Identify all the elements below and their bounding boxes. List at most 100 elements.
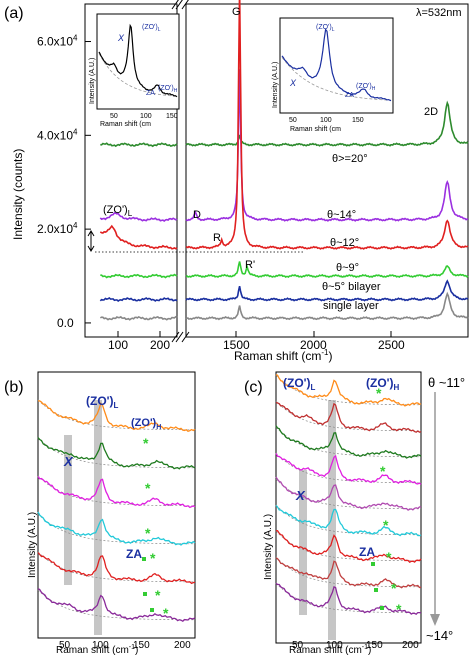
inset-left-xtick-100: 100	[140, 113, 152, 120]
star-marker: *	[376, 385, 382, 401]
inset-left-x: X	[117, 33, 125, 43]
theta-bottom-label: ~14°	[426, 628, 453, 643]
panel-b-band-x	[64, 435, 72, 585]
spectrum-trace	[275, 401, 422, 433]
trace-right-segment	[185, 100, 469, 147]
square-marker	[371, 562, 375, 566]
spectrum-trace	[37, 511, 196, 546]
panel-b-zo-l: (ZO')L	[86, 394, 119, 410]
panel-c-band-zo	[328, 400, 336, 640]
inset-right: Intensity (A.U.) Raman shift (cm 50 100 …	[272, 17, 394, 133]
fit-baseline	[37, 551, 195, 583]
spectrum-trace	[275, 505, 422, 537]
square-marker	[374, 588, 378, 592]
inset-left-xtick-150: 150	[166, 113, 178, 120]
panel-b-band-zo	[94, 400, 102, 635]
spectrum-trace	[37, 552, 196, 585]
fit-baseline	[275, 374, 421, 406]
trace-label-9: θ~9°	[336, 262, 359, 274]
spectrum-trace	[275, 425, 422, 459]
trace-right-segment	[185, 261, 469, 279]
inset-right-ylabel: Intensity (A.U.)	[272, 62, 279, 108]
panel-c-x-ticks: 50 100 150 200	[292, 640, 419, 651]
y-tick-label: 2.0x104	[37, 221, 78, 236]
panel-b-zo-h: (ZO')H	[131, 417, 161, 431]
inset-left-zo-l: (ZO')L	[142, 24, 161, 33]
x-tick-200: 200	[150, 338, 170, 352]
inset-right-xlabel: Raman shift (cm	[290, 126, 341, 133]
panel-c-band-x	[299, 470, 307, 615]
panel-c-label: (c)	[244, 379, 263, 396]
panel-c-xtick-200: 200	[402, 640, 419, 651]
spectrum-trace	[275, 374, 422, 407]
inset-right-xtick-50: 50	[289, 117, 297, 124]
panel-c-xtick-50: 50	[292, 640, 304, 651]
fit-baseline	[37, 475, 195, 507]
panel-b: (b) Intensity (A.U.) Raman shift (cm-1) …	[4, 371, 196, 656]
trace-right-segment	[185, 279, 469, 302]
inset-left-spectrum	[98, 23, 178, 98]
fit-baseline	[37, 437, 195, 469]
panel-a-y-ticks: 0.0 2.0x104 4.0x104 6.0x104	[37, 34, 91, 330]
trace-label-single: single layer	[323, 300, 379, 312]
panel-c-traces	[275, 374, 422, 615]
panel-c-zo-l: (ZO')L	[283, 376, 316, 392]
star-marker: *	[391, 580, 397, 596]
panel-b-traces	[37, 399, 196, 622]
inset-right-xtick-100: 100	[320, 117, 332, 124]
trace-label-5-bilayer: θ~5° bilayer	[322, 281, 381, 293]
panel-c-x: X	[295, 488, 306, 503]
panel-c-markers: * * * * * *	[371, 385, 402, 617]
fit-baseline	[37, 513, 195, 545]
spectrum-trace	[37, 588, 196, 622]
inset-left: Intensity (A.U.) Raman shift (cm 50 100 …	[89, 13, 180, 128]
spectrum-trace	[275, 557, 422, 589]
inset-left-zo-h: (ZO')H	[158, 85, 178, 94]
x-tick-2000: 2000	[300, 338, 327, 352]
spectrum-trace	[37, 476, 196, 509]
trace-left-segment	[99, 297, 178, 303]
star-marker: *	[386, 549, 392, 565]
peak-label-2d: 2D	[424, 106, 438, 118]
fit-baseline	[37, 399, 195, 431]
star-marker: *	[383, 517, 389, 533]
star-marker: *	[150, 550, 156, 566]
panel-a: (a) Intensity (counts) Raman shift (cm-1…	[4, 0, 469, 363]
star-marker: *	[145, 480, 151, 496]
y-tick-label: 6.0x104	[37, 34, 78, 49]
spectrum-trace	[275, 453, 422, 485]
y-tick-label: 0.0	[57, 316, 74, 330]
trace-left-segment	[100, 273, 178, 279]
panel-b-xlabel: Raman shift (cm-1)	[56, 644, 138, 656]
panel-a-right-frame	[185, 3, 469, 338]
inset-left-za: ZA	[146, 90, 155, 97]
inset-right-fit	[281, 57, 392, 101]
fit-baseline	[37, 589, 195, 621]
spectrum-trace	[275, 582, 422, 615]
panel-a-peak-labels: G 2D D R R' (ZO')L λ=532nm	[103, 6, 462, 271]
inset-right-frame	[279, 17, 394, 114]
peak-label-r-prime: R'	[245, 259, 255, 271]
panel-b-x-ticks: 50 100 150 200	[59, 640, 191, 651]
fit-baseline	[275, 530, 421, 562]
panel-a-ylabel: Intensity (counts)	[11, 149, 25, 240]
inset-left-fit	[98, 53, 178, 97]
trace-left-segment	[100, 142, 178, 148]
square-marker	[143, 592, 147, 596]
panel-b-markers: * * * * * *	[142, 435, 169, 621]
inset-right-zo-l: (ZO')L	[316, 24, 335, 33]
peak-label-g: G	[232, 6, 241, 18]
panel-b-xtick-150: 150	[133, 640, 150, 651]
panel-a-traces	[99, 0, 469, 321]
panel-c-za: ZA	[359, 545, 375, 559]
panel-b-xtick-50: 50	[59, 640, 71, 651]
inset-left-frame	[96, 13, 180, 110]
panel-a-trace-labels: θ>=20° θ~14° θ~12° θ~9° θ~5° bilayer sin…	[322, 153, 381, 312]
trace-right-segment	[185, 0, 469, 250]
x-tick-2500: 2500	[378, 338, 405, 352]
panel-c-frame	[275, 371, 422, 644]
peak-label-d: D	[193, 209, 201, 221]
panel-c-xtick-100: 100	[326, 640, 343, 651]
star-marker: *	[163, 605, 169, 621]
panel-b-xtick-200: 200	[174, 640, 191, 651]
